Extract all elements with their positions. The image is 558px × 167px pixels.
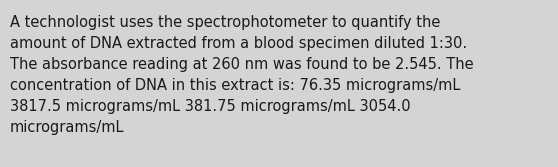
Text: A technologist uses the spectrophotometer to quantify the
amount of DNA extracte: A technologist uses the spectrophotomete… bbox=[10, 15, 474, 135]
